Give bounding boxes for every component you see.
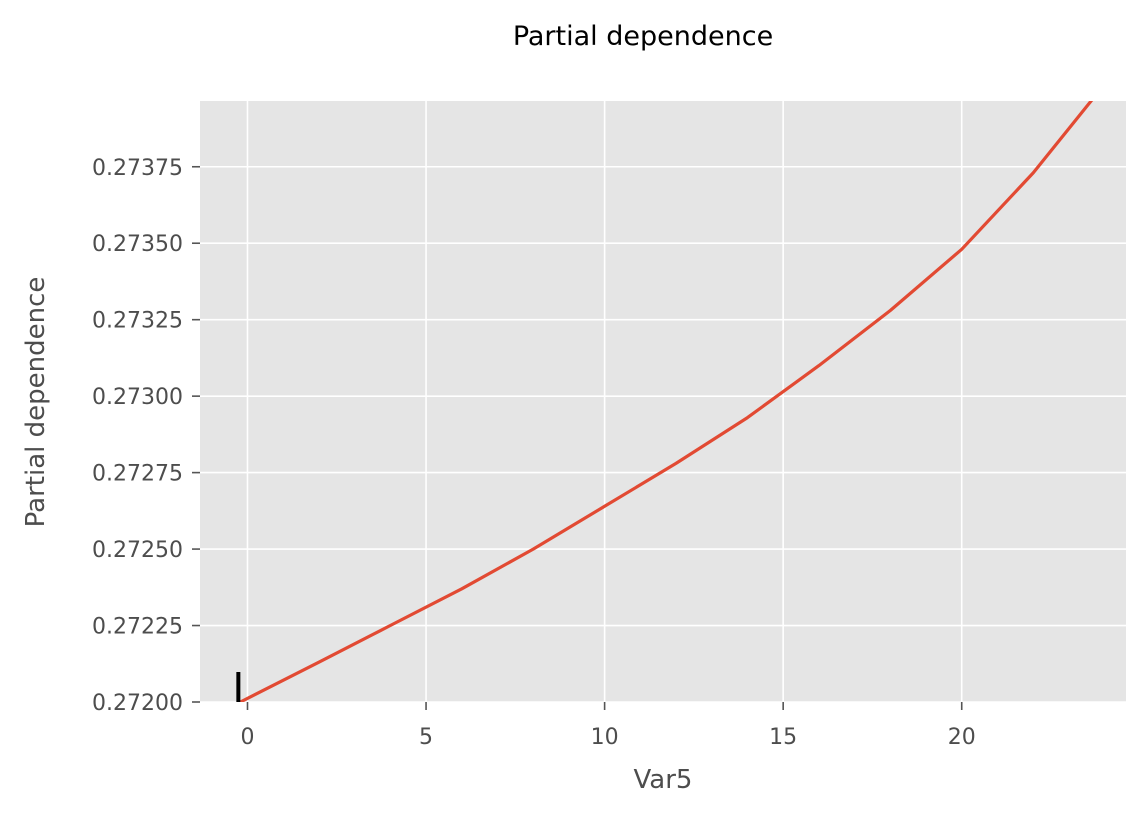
plot-panel xyxy=(200,101,1126,702)
y-tick-label: 0.27200 xyxy=(92,691,183,716)
y-tick-label: 0.27325 xyxy=(92,309,183,334)
x-tick-label: 10 xyxy=(591,725,619,750)
series-line xyxy=(239,101,1094,702)
x-axis-label: Var5 xyxy=(634,765,693,795)
y-tick-label: 0.27250 xyxy=(92,538,183,563)
x-tick-label: 15 xyxy=(769,725,797,750)
y-tick-label: 0.27275 xyxy=(92,462,183,487)
data-layer xyxy=(239,101,1094,702)
axis-ticks: 0 5 10 15 20 0.27200 0.27225 0.27250 0.27275 0.27… xyxy=(92,156,976,750)
x-tick-label: 0 xyxy=(240,725,254,750)
y-tick-label: 0.27300 xyxy=(92,385,183,410)
y-tick-label: 0.27225 xyxy=(92,615,183,640)
y-tick-label: 0.27350 xyxy=(92,232,183,257)
y-tick-label: 0.27375 xyxy=(92,156,183,181)
x-tick-label: 5 xyxy=(419,725,433,750)
y-axis-label: Partial dependence xyxy=(21,277,51,528)
x-tick-label: 20 xyxy=(948,725,976,750)
chart-title: Partial dependence xyxy=(513,21,773,52)
